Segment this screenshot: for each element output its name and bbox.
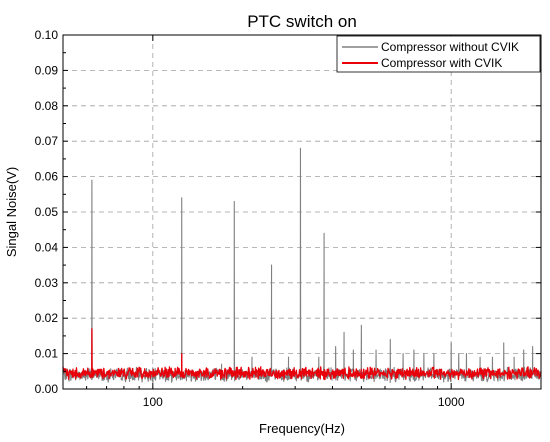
y-tick-label: 0.03 [35,276,59,290]
x-tick-label: 100 [143,395,163,409]
axis-ticks: 0.00 0.01 0.02 0.03 0.04 0.05 0.06 0.07 0.08 0.09… [35,28,541,409]
y-tick-label: 0.07 [35,134,59,148]
y-tick-label: 0.08 [35,99,59,113]
y-tick-label: 0.01 [35,347,59,361]
legend-box [336,35,541,73]
y-tick-label: 0.05 [35,205,59,219]
y-tick-label: 0.10 [35,28,59,42]
grid-lines [63,35,541,389]
y-tick-label: 0.04 [35,240,59,254]
y-tick-label: 0.02 [35,311,59,325]
series-layer [62,147,542,384]
y-tick-label: 0.00 [35,382,59,396]
y-axis-label: Singal Noise(V) [4,167,19,257]
series-line-without-cvik [62,147,542,384]
y-tick-label: 0.06 [35,170,59,184]
series-line-with-cvik [62,328,542,381]
legend-label-with-cvik: Compressor with CVIK [381,56,502,70]
legend: Compressor without CVIK Compressor with … [336,35,541,73]
legend-label-without-cvik: Compressor without CVIK [381,40,519,54]
x-tick-label: 1000 [438,395,465,409]
chart-title: PTC switch on [247,12,357,31]
x-axis-label: Frequency(Hz) [259,421,345,436]
y-tick-label: 0.09 [35,63,59,77]
